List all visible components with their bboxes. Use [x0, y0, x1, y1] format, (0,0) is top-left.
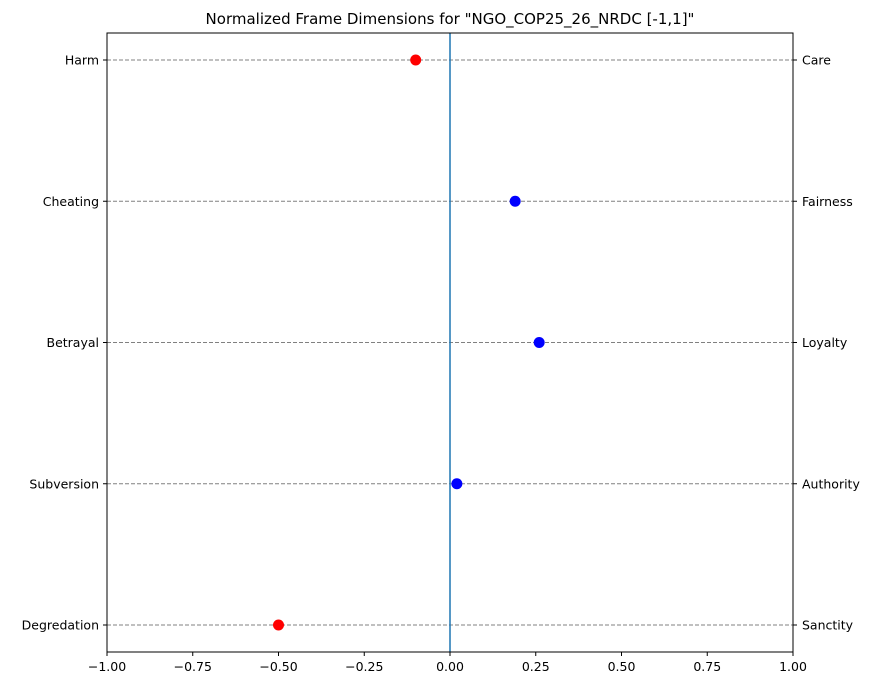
y-tick-label-right: Authority	[802, 476, 860, 491]
data-point	[410, 54, 422, 66]
x-tick-label: 1.00	[779, 659, 807, 674]
data-point	[273, 619, 284, 631]
x-tick-label: 0.25	[522, 659, 550, 674]
data-point	[451, 478, 463, 490]
x-tick-label: 0.75	[693, 659, 721, 674]
y-axis-left-ticks: Harm Cheating Betrayal Subversion Degredatio…	[22, 53, 107, 633]
y-tick-label-right: Care	[802, 53, 831, 68]
y-axis-right-ticks: Care Fairness Loyalty Authority Sanctity	[793, 53, 860, 633]
x-tick-label: 0.50	[608, 659, 636, 674]
x-tick-label: −1.00	[88, 659, 126, 674]
x-tick-label: 0.00	[436, 659, 464, 674]
y-tick-label-right: Loyalty	[802, 335, 848, 350]
data-points	[273, 54, 545, 631]
x-axis-ticks: −1.00 −0.75 −0.50 −0.25 0.00 0.25 0.50 0.75 1.00	[88, 652, 807, 674]
y-tick-label-left: Degredation	[22, 618, 99, 633]
y-tick-label-left: Harm	[65, 53, 99, 68]
x-tick-label: −0.50	[259, 659, 297, 674]
x-tick-label: −0.25	[345, 659, 383, 674]
y-tick-label-right: Sanctity	[802, 618, 854, 633]
y-tick-label-left: Subversion	[29, 476, 99, 491]
y-tick-label-right: Fairness	[802, 194, 853, 209]
y-tick-label-left: Cheating	[43, 194, 99, 209]
y-tick-label-left: Betrayal	[47, 335, 100, 350]
data-point	[509, 195, 521, 207]
x-tick-label: −0.75	[174, 659, 212, 674]
chart-title: Normalized Frame Dimensions for "NGO_COP…	[206, 10, 695, 29]
data-point	[533, 337, 545, 348]
